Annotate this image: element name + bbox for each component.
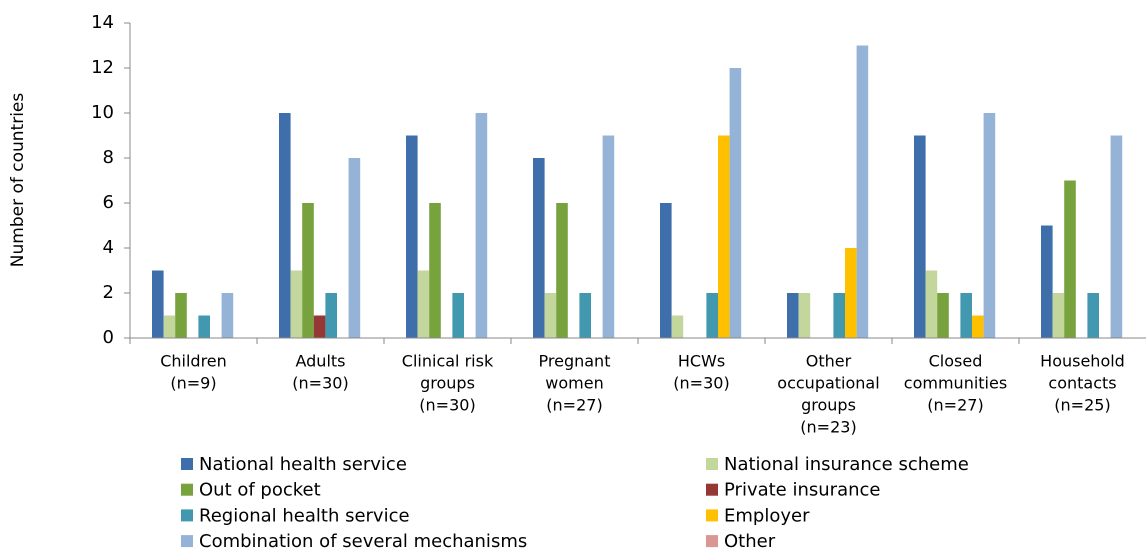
bar xyxy=(671,315,684,338)
legend-label: Out of pocket xyxy=(199,480,321,501)
legend-label: National insurance scheme xyxy=(724,454,969,475)
bar xyxy=(602,135,615,338)
x-tick-label: Closed xyxy=(929,352,983,371)
bar xyxy=(972,315,984,338)
x-tick-label: (n=30) xyxy=(292,374,348,393)
x-tick-label: (n=30) xyxy=(419,396,475,415)
bar xyxy=(533,158,545,338)
legend-label: Regional health service xyxy=(199,505,410,526)
bar xyxy=(914,135,926,338)
legend-swatch xyxy=(181,509,193,522)
bar xyxy=(718,135,730,338)
bar xyxy=(325,293,337,338)
bar xyxy=(290,270,303,338)
x-tick-label: occupational xyxy=(777,374,879,393)
x-tick-label: (n=27) xyxy=(546,396,602,415)
bar xyxy=(175,293,187,338)
x-tick-label: contacts xyxy=(1048,374,1116,393)
bar xyxy=(163,315,176,338)
legend-label: Combination of several mechanisms xyxy=(199,531,527,552)
bar xyxy=(787,293,799,338)
bar xyxy=(348,158,361,338)
bar xyxy=(983,113,996,338)
bar xyxy=(833,293,845,338)
x-tick-label: Adults xyxy=(295,352,345,371)
x-tick-label: (n=27) xyxy=(927,396,983,415)
y-tick-label: 2 xyxy=(103,282,114,303)
bar xyxy=(313,315,326,338)
legend-swatch xyxy=(706,483,718,496)
legend-swatch xyxy=(706,458,718,470)
y-axis-title: Number of countries xyxy=(8,93,28,268)
bar xyxy=(729,68,742,338)
bar xyxy=(556,203,568,338)
bar xyxy=(429,203,441,338)
y-tick-label: 8 xyxy=(103,147,114,168)
bar xyxy=(1110,135,1123,338)
y-tick-label: 14 xyxy=(91,12,114,33)
x-tick-label: women xyxy=(545,374,603,393)
y-tick-label: 12 xyxy=(91,57,114,78)
x-tick-label: Clinical risk xyxy=(402,352,494,371)
legend-swatch xyxy=(706,535,718,548)
bar xyxy=(845,248,857,338)
bar xyxy=(279,113,291,338)
bar xyxy=(1041,225,1053,338)
bar xyxy=(960,293,972,338)
bar xyxy=(417,270,430,338)
bar xyxy=(406,135,418,338)
legend-label: Employer xyxy=(724,505,810,526)
x-tick-label: communities xyxy=(904,374,1007,393)
x-tick-label: (n=9) xyxy=(170,374,216,393)
bar xyxy=(937,293,949,338)
bar xyxy=(221,293,234,338)
x-tick-label: (n=23) xyxy=(800,418,856,437)
bar xyxy=(1064,180,1076,338)
x-tick-label: Pregnant xyxy=(539,352,611,371)
legend-label: Other xyxy=(724,531,776,552)
legend-swatch xyxy=(181,483,193,496)
bar xyxy=(1052,293,1065,338)
y-tick-label: 4 xyxy=(103,237,114,258)
bar xyxy=(856,45,869,338)
legend-swatch xyxy=(706,509,718,522)
legend-swatch xyxy=(181,535,193,548)
bar xyxy=(475,113,488,338)
x-tick-label: (n=30) xyxy=(673,374,729,393)
bar xyxy=(452,293,464,338)
x-tick-label: groups xyxy=(420,374,475,393)
bar xyxy=(302,203,314,338)
legend-label: Private insurance xyxy=(724,480,880,501)
x-tick-label: HCWs xyxy=(678,352,725,371)
bar xyxy=(798,293,811,338)
y-tick-label: 0 xyxy=(103,327,114,348)
bar xyxy=(1087,293,1099,338)
y-tick-label: 6 xyxy=(103,192,114,213)
bar xyxy=(579,293,591,338)
x-tick-label: Other xyxy=(806,352,852,371)
x-tick-label: groups xyxy=(801,396,856,415)
y-tick-label: 10 xyxy=(91,102,114,123)
bar xyxy=(152,270,164,338)
bar xyxy=(706,293,718,338)
bar xyxy=(925,270,938,338)
legend-swatch xyxy=(181,458,193,470)
x-tick-label: Children xyxy=(160,352,227,371)
legend-label: National health service xyxy=(199,454,407,475)
x-tick-label: (n=25) xyxy=(1054,396,1110,415)
bar xyxy=(660,203,672,338)
bar xyxy=(544,293,557,338)
x-tick-label: Household xyxy=(1040,352,1125,371)
bar xyxy=(198,315,210,338)
